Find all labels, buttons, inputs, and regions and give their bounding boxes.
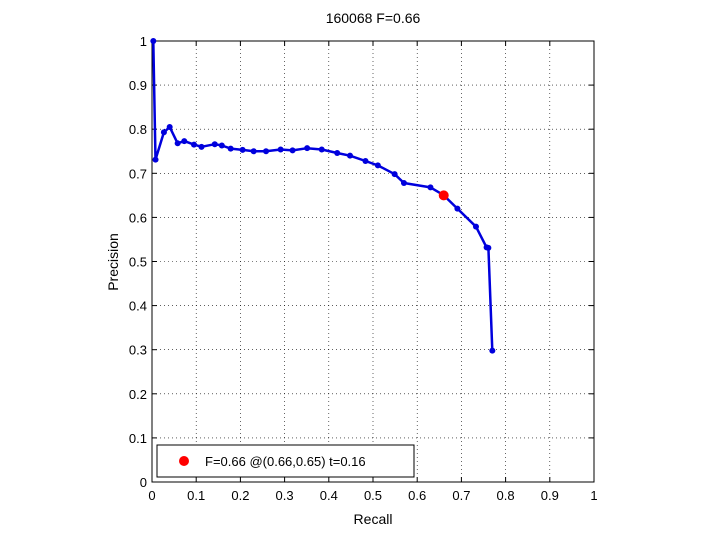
y-tick-label: 0.4 [129,299,147,314]
x-tick-label: 0.6 [408,488,426,503]
data-point [334,150,341,157]
data-point [239,146,246,153]
data-point [166,123,173,130]
data-point [289,147,296,154]
x-tick-label: 0.5 [364,488,382,503]
x-axis-label: Recall [354,511,393,527]
data-point [263,148,270,155]
data-point [483,244,490,251]
x-tick-label: 0.9 [541,488,559,503]
y-tick-label: 0.2 [129,387,147,402]
legend-entry: F=0.66 @(0.66,0.65) t=0.16 [205,454,366,469]
axis-ticks [151,40,595,483]
data-point [304,145,311,152]
data-point [277,146,284,153]
x-tick-label: 0.1 [187,488,205,503]
data-point [489,347,496,354]
data-point [347,152,354,159]
highlight-point [438,190,449,201]
y-tick-label: 0.5 [129,255,147,270]
legend: F=0.66 @(0.66,0.65) t=0.16 [156,444,415,478]
data-point [174,140,181,147]
chart-title: 160068 F=0.66 [326,10,421,26]
legend-box [156,444,415,478]
y-tick-label: 0.6 [129,210,147,225]
data-point [190,141,197,148]
data-point [152,156,159,163]
data-point [362,157,369,164]
x-tick-label: 0.4 [320,488,338,503]
y-tick-label: 1 [140,34,147,49]
y-tick-label: 0.7 [129,166,147,181]
series-points [150,38,496,354]
grid-lines [152,41,594,482]
y-tick-label: 0.1 [129,431,147,446]
legend-marker [179,456,189,466]
y-tick-labels: 0 0.1 0.2 0.3 0.4 0.5 0.6 0.7 0.8 0.9 1 [129,34,147,490]
y-tick-label: 0 [140,475,147,490]
data-point [198,143,205,150]
data-point [250,148,257,155]
x-tick-label: 1 [590,488,597,503]
data-point [160,129,167,136]
x-tick-label: 0.8 [497,488,515,503]
data-point [454,205,461,212]
data-point [427,184,434,191]
data-point [391,171,398,178]
data-point [318,146,325,153]
data-point [150,38,157,44]
y-tick-label: 0.9 [129,78,147,93]
data-point [211,141,218,148]
data-point [227,145,234,152]
x-tick-label: 0.2 [231,488,249,503]
data-point [181,138,188,145]
y-axis-label: Precision [105,233,121,291]
y-tick-label: 0.8 [129,122,147,137]
data-point [374,162,381,169]
data-point [472,223,479,230]
x-tick-label: 0 [148,488,155,503]
y-tick-label: 0.3 [129,343,147,358]
x-tick-labels: 0 0.1 0.2 0.3 0.4 0.5 0.6 0.7 0.8 0.9 1 [148,488,597,503]
data-point [400,180,407,187]
x-tick-label: 0.7 [452,488,470,503]
data-point [218,142,225,149]
x-tick-label: 0.3 [276,488,294,503]
